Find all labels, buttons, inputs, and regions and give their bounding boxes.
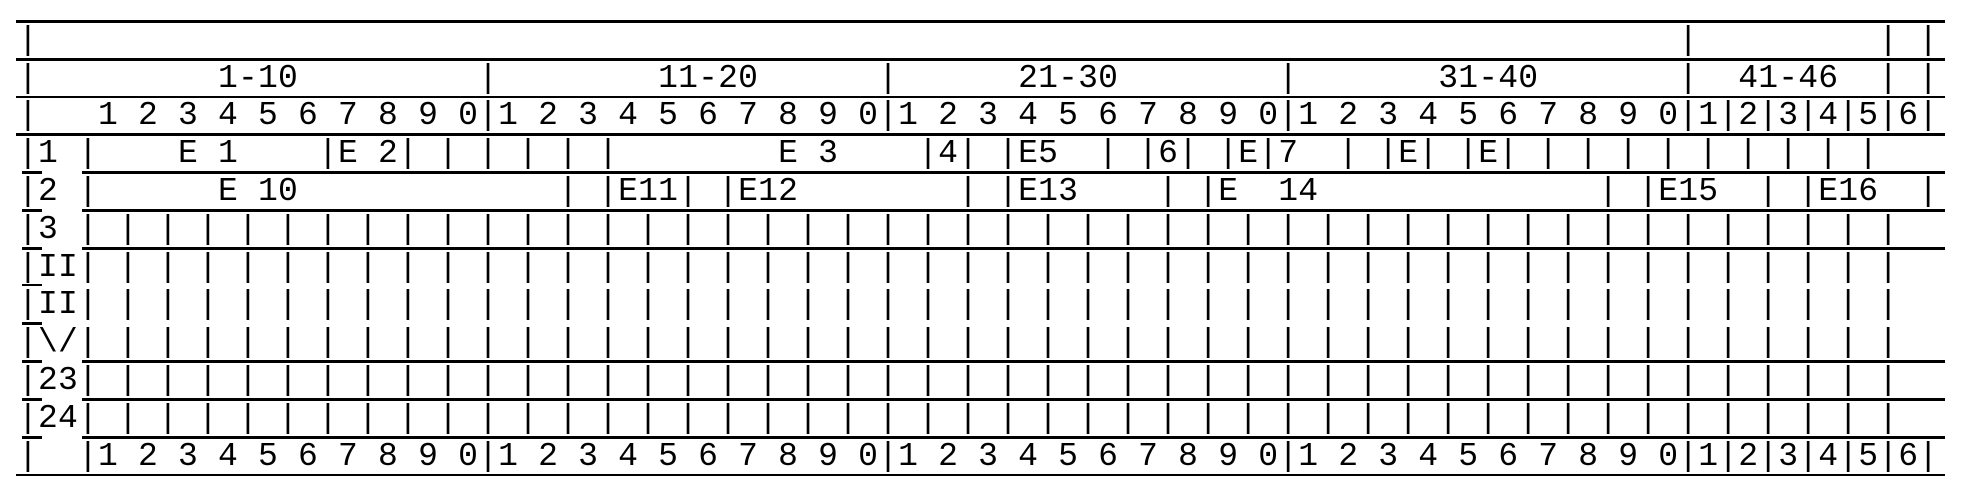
grid-row-II-a: |II| | | | | | | | | | | | | | | | | | |…	[18, 249, 1899, 286]
grid-row-3: |3 | | | | | | | | | | | | | | | | | | |…	[18, 211, 1899, 248]
row-divider	[82, 398, 1945, 401]
row-divider	[16, 133, 1945, 136]
row-divider-left	[22, 284, 42, 286]
row-divider	[82, 360, 1945, 363]
grid-row-blank-header: | | | |	[18, 22, 1939, 59]
row-divider	[82, 247, 1945, 250]
grid-row-1: |1 | E 1 |E 2| | | | | | E 3 |4| |E5 | |…	[18, 135, 1879, 172]
row-divider-left	[22, 247, 42, 250]
bottom-rule	[16, 474, 1945, 476]
row-divider-left	[22, 436, 42, 439]
top-rule	[16, 20, 1945, 23]
row-divider-left	[22, 171, 42, 174]
grid-row-v: |\/| | | | | | | | | | | | | | | | | | |…	[18, 324, 1899, 361]
row-divider	[16, 96, 1945, 98]
row-divider-left	[22, 209, 42, 212]
row-divider	[82, 171, 1945, 174]
grid-row-column-numbers-footer: | |1 2 3 4 5 6 7 8 9 0|1 2 3 4 5 6 7 8 9…	[18, 438, 1939, 475]
row-divider-left	[22, 398, 42, 401]
row-divider	[82, 436, 1945, 439]
row-divider-left	[22, 322, 42, 325]
grid-row-II-b: |II| | | | | | | | | | | | | | | | | | |…	[18, 286, 1899, 323]
grid-row-column-numbers: | 1 2 3 4 5 6 7 8 9 0|1 2 3 4 5 6 7 8 9 …	[18, 97, 1939, 134]
grid-row-24: |24| | | | | | | | | | | | | | | | | | |…	[18, 400, 1899, 437]
grid-row-range-header: | 1-10 | 11-20 | 21-30 | 31-40 | 41-46 |…	[18, 60, 1939, 97]
row-divider-left	[22, 360, 42, 363]
row-divider	[16, 58, 1945, 61]
row-divider	[82, 209, 1945, 212]
grid-row-2: |2 | E 10 | |E11| |E12 | |E13 | |E 14 | …	[18, 173, 1939, 210]
grid-row-23: |23| | | | | | | | | | | | | | | | | | |…	[18, 362, 1899, 399]
